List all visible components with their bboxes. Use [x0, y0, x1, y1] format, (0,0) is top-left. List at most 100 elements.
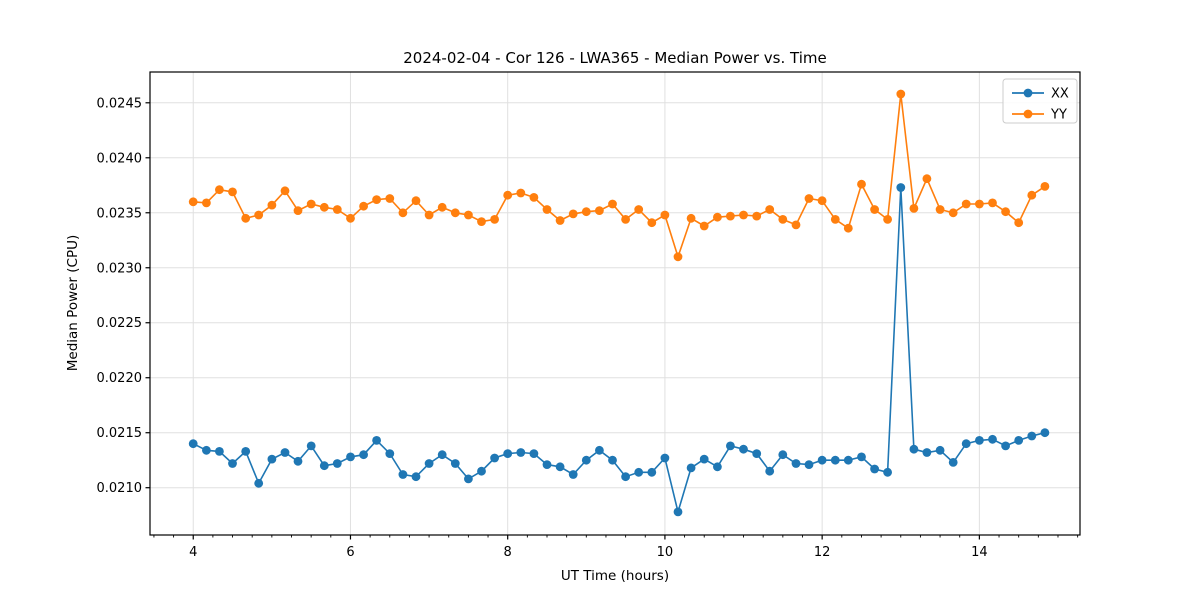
series-xx-point: [595, 445, 604, 455]
series-xx-point: [188, 439, 198, 449]
series-yy-point: [804, 194, 814, 203]
series-xx-point: [988, 434, 997, 444]
x-tick-label: 10: [657, 545, 674, 560]
series-xx-point: [503, 449, 513, 458]
series-xx-point: [726, 441, 735, 451]
plot-series: [188, 89, 1050, 517]
series-xx-point: [437, 450, 447, 460]
series-yy-line: [193, 93, 1046, 260]
series-xx-point: [202, 445, 211, 455]
y-tick-label: 0.0235: [97, 206, 143, 221]
series-xx-point: [621, 472, 630, 482]
series-yy-point: [437, 202, 447, 212]
series-yy-point: [359, 201, 368, 211]
series-xx-point: [673, 507, 683, 517]
series-yy-point: [293, 206, 303, 216]
series-yy-point: [516, 188, 526, 198]
series-yy-point: [424, 210, 434, 220]
series-xx-point: [280, 448, 290, 457]
series-yy-point: [621, 215, 630, 224]
y-tick-label: 0.0245: [97, 96, 143, 111]
axis-ticks: 0.0210 0.0215 0.0220 0.0225 0.0230 0.0235 0.02…: [97, 96, 1079, 560]
series-yy-point: [346, 213, 355, 223]
series-xx-point: [555, 462, 565, 472]
series-yy-point: [686, 213, 696, 223]
series-yy-point: [922, 174, 932, 184]
series-yy-point: [385, 194, 395, 203]
x-tick-label: 8: [504, 545, 512, 560]
series-xx-point: [424, 459, 434, 468]
series-xx-point: [922, 448, 932, 457]
series-yy-point: [241, 213, 251, 223]
series-yy-point: [988, 198, 997, 208]
series-xx-point: [686, 463, 696, 473]
series-xx-point: [817, 455, 827, 465]
series-yy-point: [202, 198, 211, 208]
series-xx-point: [477, 466, 486, 476]
legend: XX YY: [1002, 78, 1078, 124]
series-xx-point: [883, 467, 892, 477]
series-xx-point: [1001, 441, 1010, 451]
series-xx-point: [909, 444, 919, 454]
series-xx-point: [791, 459, 801, 468]
series-yy-point: [699, 221, 709, 231]
series-yy-point: [1001, 207, 1010, 217]
series-xx-point: [608, 455, 617, 465]
series-xx-point: [359, 450, 368, 460]
series-xx-point: [293, 456, 303, 466]
x-tick-label: 4: [189, 545, 197, 560]
series-yy-point: [778, 215, 788, 224]
legend-marker-yy: [1023, 109, 1033, 119]
series-yy-point: [188, 197, 198, 207]
series-yy-point: [280, 186, 290, 196]
series-yy-point: [896, 89, 906, 99]
series-xx-point: [1027, 431, 1037, 441]
series-yy-point: [254, 210, 264, 220]
series-yy-point: [843, 223, 853, 233]
series-yy-point: [228, 187, 237, 197]
series-yy-point: [450, 208, 460, 218]
series-yy-point: [739, 210, 748, 220]
series-xx-point: [975, 436, 984, 445]
series-yy-point: [595, 206, 604, 216]
series-xx-point: [581, 455, 591, 465]
series-xx-point: [215, 447, 224, 456]
series-yy-point: [1040, 182, 1050, 191]
series-xx-point: [1014, 436, 1024, 445]
series-xx-point: [542, 460, 552, 469]
series-xx-point: [464, 474, 473, 484]
legend-label-yy: YY: [1050, 108, 1067, 123]
series-yy-point: [464, 210, 473, 220]
series-xx-point: [843, 455, 853, 465]
series-yy-point: [791, 220, 801, 230]
series-yy-point: [490, 215, 499, 224]
series-xx-point: [660, 453, 670, 463]
series-yy-point: [883, 215, 892, 224]
series-yy-point: [608, 199, 617, 209]
series-yy-point: [647, 218, 657, 228]
series-yy-point: [568, 209, 578, 219]
series-yy-point: [372, 195, 381, 205]
series-xx-point: [713, 462, 722, 472]
series-xx-point: [450, 459, 460, 468]
series-xx-point: [228, 459, 237, 468]
series-xx-point: [752, 449, 762, 458]
series-yy-point: [634, 205, 644, 214]
y-tick-label: 0.0215: [97, 426, 143, 441]
series-yy-point: [555, 216, 565, 225]
series-yy-point: [398, 208, 408, 218]
y-tick-label: 0.0240: [97, 151, 143, 166]
series-yy-point: [713, 212, 722, 222]
series-xx-point: [306, 441, 316, 451]
series-yy-point: [752, 211, 762, 221]
series-xx-point: [857, 452, 866, 462]
series-yy-point: [961, 199, 971, 209]
series-xx-point: [398, 470, 408, 479]
series-xx-point: [739, 444, 748, 454]
series-xx-point: [935, 445, 945, 455]
series-yy-point: [870, 205, 879, 214]
series-xx-point: [1040, 428, 1050, 438]
series-xx-point: [896, 183, 906, 192]
y-tick-label: 0.0220: [97, 371, 143, 386]
